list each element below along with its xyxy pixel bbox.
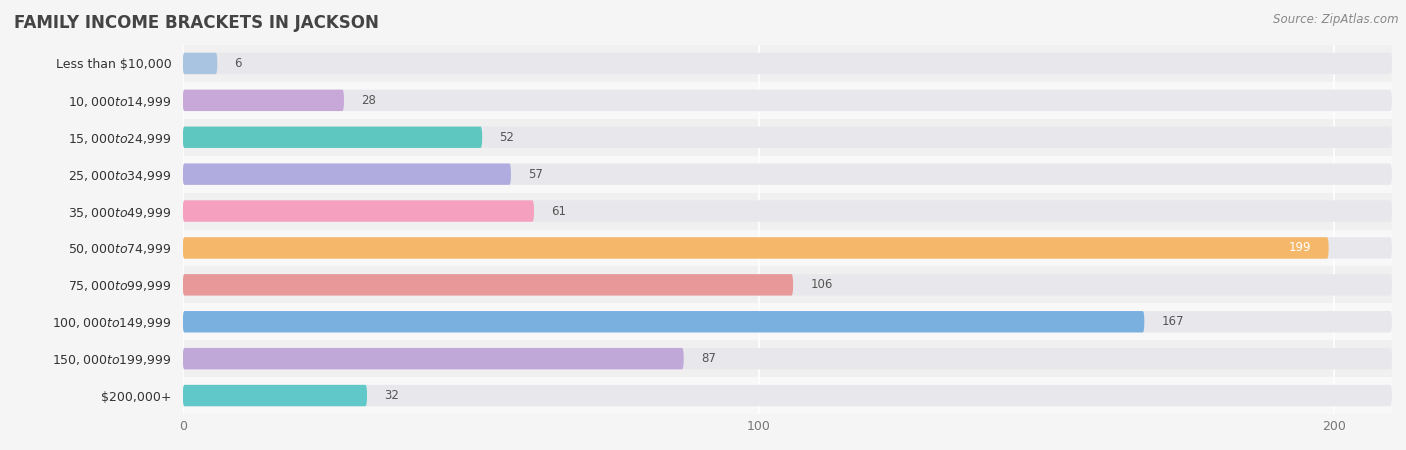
- FancyBboxPatch shape: [183, 311, 1392, 333]
- Bar: [183, 193, 1392, 230]
- Bar: [183, 119, 1392, 156]
- Text: 28: 28: [361, 94, 377, 107]
- Text: 199: 199: [1289, 242, 1312, 254]
- Bar: [183, 377, 1392, 414]
- FancyBboxPatch shape: [183, 311, 1144, 333]
- Text: 87: 87: [702, 352, 716, 365]
- FancyBboxPatch shape: [183, 348, 683, 369]
- FancyBboxPatch shape: [183, 126, 482, 148]
- FancyBboxPatch shape: [183, 237, 1329, 259]
- FancyBboxPatch shape: [183, 90, 1392, 111]
- Text: FAMILY INCOME BRACKETS IN JACKSON: FAMILY INCOME BRACKETS IN JACKSON: [14, 14, 380, 32]
- FancyBboxPatch shape: [183, 163, 510, 185]
- Text: 61: 61: [551, 205, 567, 217]
- Bar: [183, 82, 1392, 119]
- Text: 6: 6: [235, 57, 242, 70]
- FancyBboxPatch shape: [183, 385, 367, 406]
- FancyBboxPatch shape: [183, 53, 1392, 74]
- Text: Source: ZipAtlas.com: Source: ZipAtlas.com: [1274, 14, 1399, 27]
- FancyBboxPatch shape: [183, 274, 793, 296]
- FancyBboxPatch shape: [183, 385, 1392, 406]
- Bar: [183, 340, 1392, 377]
- Text: 52: 52: [499, 131, 515, 144]
- FancyBboxPatch shape: [183, 53, 218, 74]
- FancyBboxPatch shape: [183, 200, 534, 222]
- FancyBboxPatch shape: [183, 237, 1392, 259]
- Text: 57: 57: [529, 168, 543, 180]
- FancyBboxPatch shape: [183, 200, 1392, 222]
- FancyBboxPatch shape: [183, 90, 344, 111]
- FancyBboxPatch shape: [183, 163, 1392, 185]
- FancyBboxPatch shape: [183, 274, 1392, 296]
- Bar: [183, 45, 1392, 82]
- Bar: [183, 156, 1392, 193]
- Bar: [183, 266, 1392, 303]
- FancyBboxPatch shape: [183, 126, 1392, 148]
- Bar: [183, 303, 1392, 340]
- Text: 167: 167: [1161, 315, 1184, 328]
- FancyBboxPatch shape: [183, 348, 1392, 369]
- Text: 32: 32: [384, 389, 399, 402]
- Text: 106: 106: [810, 279, 832, 291]
- Bar: [183, 230, 1392, 266]
